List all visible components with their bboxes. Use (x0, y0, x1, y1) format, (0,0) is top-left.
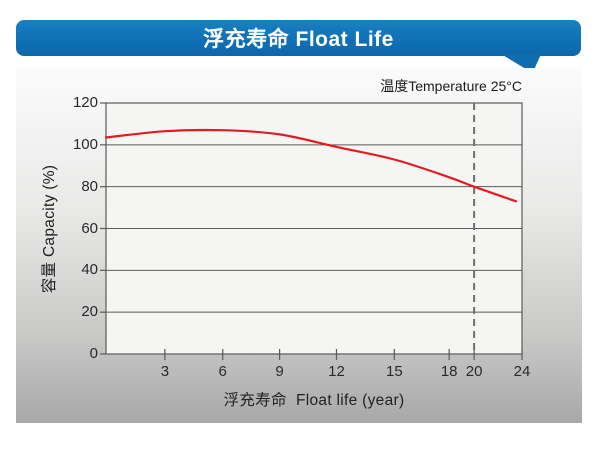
y-tick-label-100: 100 (72, 135, 98, 153)
y-axis-title: 容量 Capacity (%) (41, 164, 58, 294)
x-tick-label-3: 3 (160, 363, 170, 380)
page-title: 浮充寿命 Float Life (203, 28, 394, 51)
x-tick-label-6: 6 (218, 363, 227, 380)
plot-svg (100, 102, 523, 360)
x-axis-title: 浮充寿命 Float life (year) (223, 392, 405, 409)
capacity-curve (104, 128, 518, 203)
y-tick-label-40: 40 (81, 261, 98, 279)
y-tick-label-0: 0 (89, 345, 98, 362)
y-tick-label-80: 80 (81, 177, 98, 195)
y-tick-label-20: 20 (81, 303, 98, 321)
title-banner: 浮充寿命 Float Life (16, 20, 581, 56)
x-tick-label-15: 15 (385, 363, 403, 380)
x-tick-label-12: 12 (328, 363, 345, 380)
y-tick-label-60: 60 (81, 219, 98, 237)
x-tick-label-20: 20 (465, 363, 483, 380)
y-tick-label-120: 120 (72, 94, 98, 111)
chart-panel: 温度Temperature 25°C 浮充寿命 Float life (year… (16, 68, 582, 423)
x-tick-label-18: 18 (440, 363, 458, 380)
x-tick-label-9: 9 (275, 363, 284, 380)
temperature-annotation: 温度Temperature 25°C (380, 78, 522, 94)
x-tick-label-24: 24 (513, 363, 531, 380)
